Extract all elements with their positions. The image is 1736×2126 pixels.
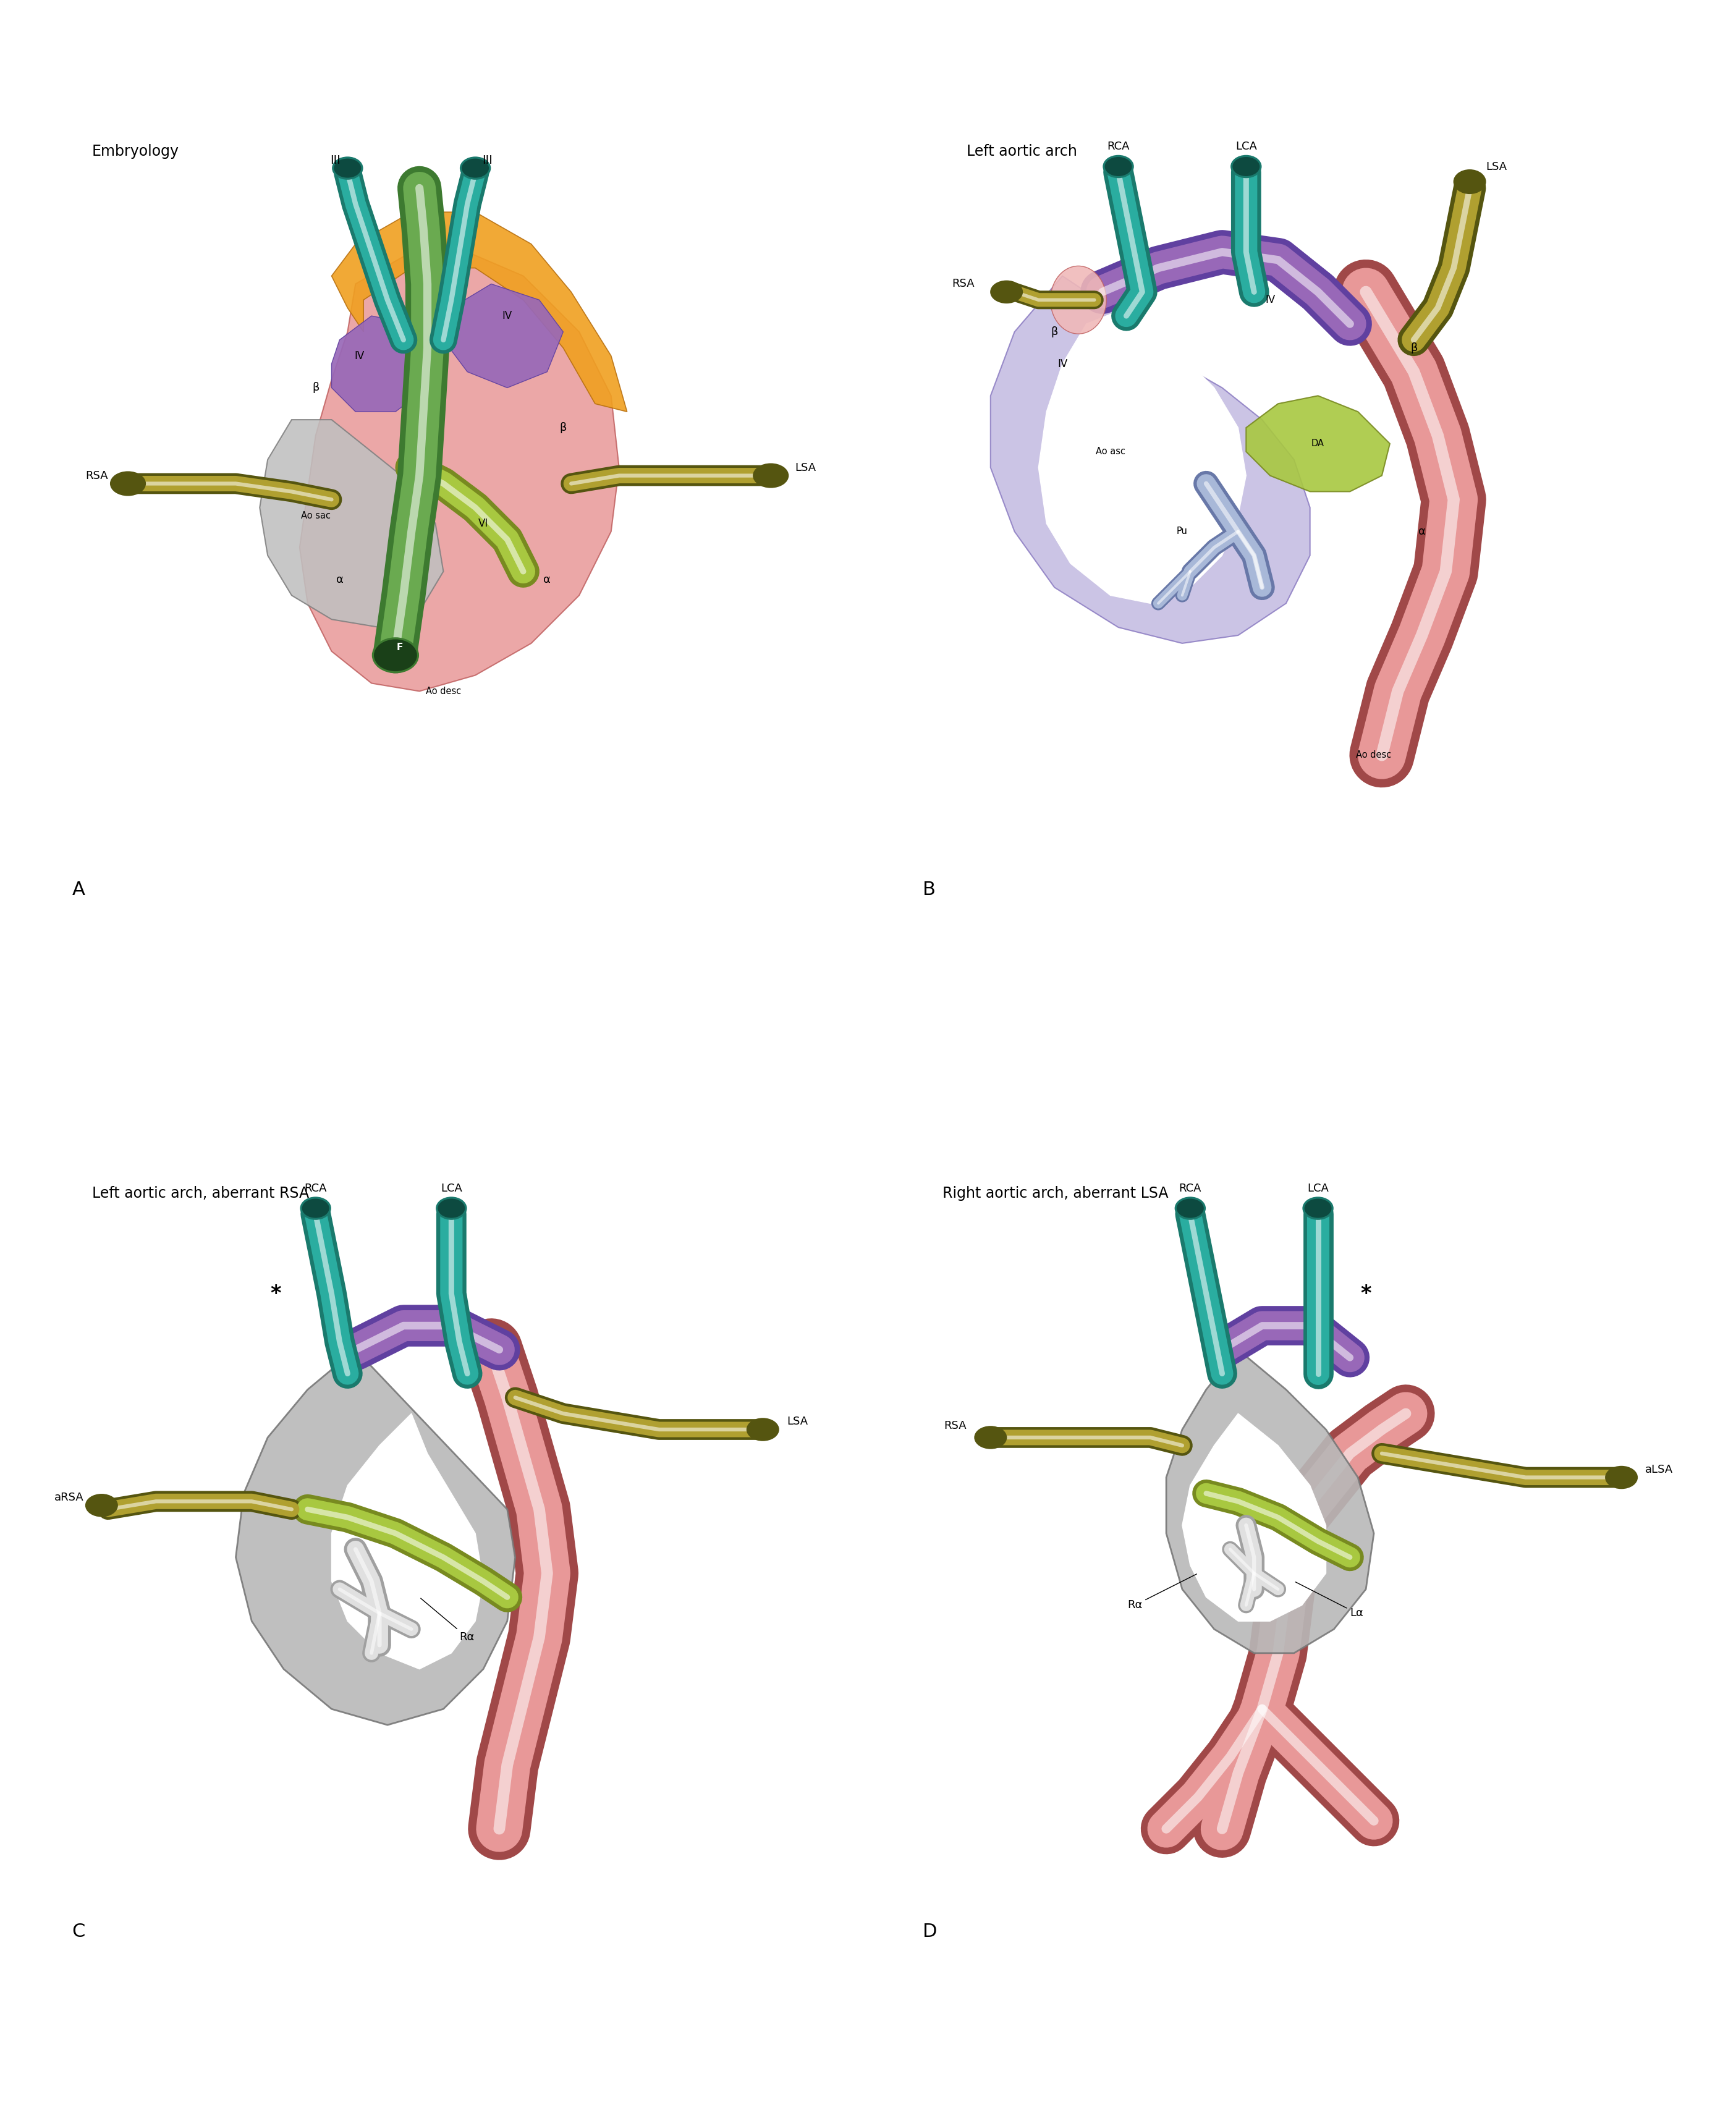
- Text: Ao desc: Ao desc: [425, 687, 462, 695]
- Text: Pu: Pu: [1177, 527, 1187, 536]
- Polygon shape: [260, 419, 443, 627]
- Text: RCA: RCA: [1179, 1182, 1201, 1195]
- Text: Left aortic arch, aberrant RSA: Left aortic arch, aberrant RSA: [92, 1186, 309, 1201]
- Ellipse shape: [1233, 157, 1260, 176]
- Polygon shape: [1038, 308, 1246, 604]
- Text: A: A: [73, 880, 85, 899]
- Text: IV: IV: [502, 310, 512, 321]
- Ellipse shape: [302, 1199, 330, 1218]
- Ellipse shape: [976, 1429, 1005, 1448]
- Text: α: α: [1418, 525, 1425, 538]
- Text: RSA: RSA: [951, 279, 974, 289]
- Text: β: β: [1050, 325, 1057, 338]
- Ellipse shape: [1231, 155, 1262, 179]
- Text: aLSA: aLSA: [1646, 1465, 1674, 1475]
- Text: F: F: [396, 642, 403, 653]
- Text: LCA: LCA: [1236, 140, 1257, 153]
- Ellipse shape: [332, 157, 363, 181]
- Text: β: β: [559, 423, 566, 434]
- Text: Right aortic arch, aberrant LSA: Right aortic arch, aberrant LSA: [943, 1186, 1168, 1201]
- Ellipse shape: [1104, 157, 1132, 176]
- Text: Left aortic arch: Left aortic arch: [967, 145, 1076, 159]
- Polygon shape: [1167, 1350, 1373, 1654]
- Text: RSA: RSA: [944, 1420, 967, 1431]
- Text: Rα: Rα: [420, 1599, 474, 1643]
- Polygon shape: [332, 317, 436, 412]
- Polygon shape: [236, 1350, 516, 1724]
- Text: Ao desc: Ao desc: [1356, 750, 1392, 759]
- Text: aRSA: aRSA: [54, 1492, 83, 1503]
- Text: VI: VI: [479, 519, 488, 529]
- Ellipse shape: [753, 463, 788, 489]
- Ellipse shape: [460, 157, 491, 181]
- Text: Ao asc: Ao asc: [1095, 446, 1125, 457]
- Ellipse shape: [746, 1418, 779, 1441]
- Text: LCA: LCA: [441, 1182, 462, 1195]
- Ellipse shape: [372, 638, 418, 674]
- Polygon shape: [300, 253, 620, 691]
- Ellipse shape: [1175, 1197, 1207, 1220]
- Ellipse shape: [1102, 155, 1134, 179]
- Text: RCA: RCA: [304, 1182, 326, 1195]
- Polygon shape: [1246, 395, 1391, 491]
- Ellipse shape: [755, 466, 786, 487]
- Text: LSA: LSA: [1486, 162, 1507, 172]
- Text: α: α: [335, 574, 344, 585]
- Text: C: C: [73, 1922, 85, 1941]
- Text: Rα: Rα: [1127, 1573, 1196, 1612]
- Text: DA: DA: [1311, 440, 1325, 449]
- Ellipse shape: [109, 472, 146, 495]
- Ellipse shape: [1608, 1467, 1635, 1486]
- Text: *: *: [271, 1284, 281, 1303]
- Polygon shape: [332, 213, 627, 412]
- Polygon shape: [991, 276, 1311, 644]
- Text: IV: IV: [354, 351, 365, 361]
- Polygon shape: [332, 1414, 483, 1669]
- Text: β: β: [1410, 342, 1417, 353]
- Text: LSA: LSA: [786, 1416, 807, 1427]
- Ellipse shape: [993, 283, 1021, 302]
- Ellipse shape: [990, 281, 1023, 304]
- Ellipse shape: [1177, 1199, 1203, 1218]
- Text: LCA: LCA: [1307, 1182, 1328, 1195]
- Text: III: III: [330, 155, 340, 166]
- Ellipse shape: [1050, 266, 1106, 334]
- Text: RSA: RSA: [85, 470, 108, 480]
- Text: Embryology: Embryology: [92, 145, 179, 159]
- Ellipse shape: [85, 1495, 118, 1518]
- Ellipse shape: [436, 1197, 467, 1220]
- Ellipse shape: [1302, 1197, 1333, 1220]
- Ellipse shape: [111, 474, 144, 493]
- Ellipse shape: [1453, 170, 1486, 193]
- Ellipse shape: [748, 1420, 778, 1439]
- Text: D: D: [924, 1922, 937, 1941]
- Text: IV: IV: [1057, 359, 1068, 370]
- Ellipse shape: [1606, 1465, 1637, 1488]
- Ellipse shape: [437, 1199, 465, 1218]
- Text: LSA: LSA: [795, 461, 816, 474]
- Text: α: α: [543, 574, 550, 585]
- Ellipse shape: [87, 1497, 116, 1516]
- Text: Lα: Lα: [1295, 1582, 1363, 1618]
- Ellipse shape: [1455, 172, 1484, 191]
- Text: B: B: [924, 880, 936, 899]
- Ellipse shape: [462, 159, 490, 179]
- Text: Ao sac: Ao sac: [300, 510, 330, 521]
- Text: III: III: [483, 155, 493, 166]
- Text: β: β: [312, 383, 319, 393]
- Ellipse shape: [1304, 1199, 1332, 1218]
- Polygon shape: [1182, 1414, 1326, 1622]
- Ellipse shape: [974, 1427, 1007, 1450]
- Polygon shape: [443, 285, 562, 387]
- Text: RCA: RCA: [1108, 140, 1130, 153]
- Ellipse shape: [300, 1197, 332, 1220]
- Text: *: *: [1361, 1284, 1371, 1303]
- Ellipse shape: [333, 159, 361, 179]
- Text: IV: IV: [1266, 293, 1274, 306]
- Ellipse shape: [373, 640, 417, 672]
